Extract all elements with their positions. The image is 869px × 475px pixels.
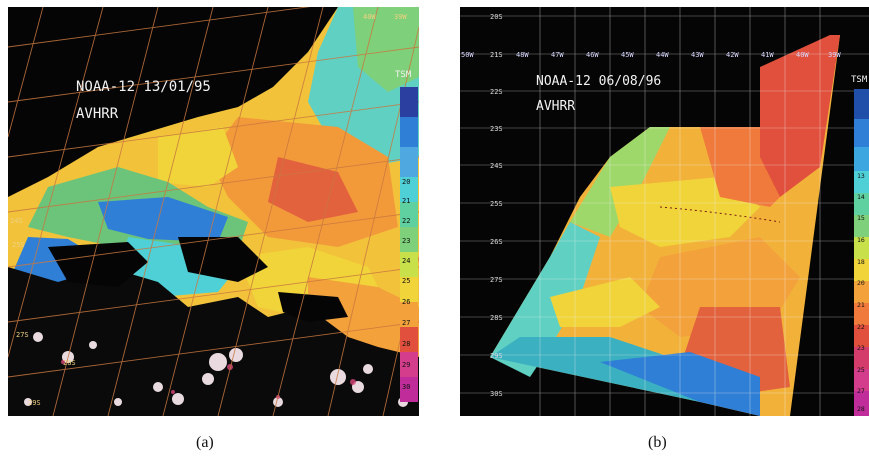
lat-label: 28S [63, 359, 76, 367]
lon-label: 42W [726, 51, 739, 59]
lon-label: 39W [394, 13, 407, 21]
legend-value: 26 [402, 298, 410, 306]
sensor-text: AVHRR [536, 99, 575, 114]
lat-label: 22S [490, 88, 503, 96]
color-legend-b [854, 89, 869, 416]
sea-surface-temperature-map-a: 24S 25S 27S 28S 29S 40W 39W NOAA-12 13/0… [8, 7, 419, 416]
legend-value: 30 [402, 383, 410, 391]
legend-value: 14 [857, 193, 865, 201]
legend-value: 23 [402, 237, 410, 245]
lat-label: 21S [490, 51, 503, 59]
lat-label: 29S [28, 399, 41, 407]
lat-label: 29S [490, 352, 503, 360]
legend-value: 25 [402, 277, 410, 285]
satellite-date-text: NOAA-12 06/08/96 [536, 74, 661, 89]
lat-label: 30S [490, 390, 503, 398]
legend-value: 24 [402, 257, 410, 265]
lon-label: 40W [796, 51, 809, 59]
lat-label: 20S [490, 13, 503, 21]
lon-label: 50W [461, 51, 474, 59]
legend-value: 23 [857, 344, 865, 352]
lat-label: 27S [490, 276, 503, 284]
legend-value: 20 [857, 279, 865, 287]
lat-label: 26S [490, 238, 503, 246]
lon-label: 43W [691, 51, 704, 59]
lon-label: 48W [516, 51, 529, 59]
satellite-image-panel-a: 24S 25S 27S 28S 29S 40W 39W NOAA-12 13/0… [8, 7, 419, 416]
color-legend-a [400, 87, 418, 402]
legend-value: 22 [402, 217, 410, 225]
legend-value: 20 [402, 178, 410, 186]
legend-value: 21 [402, 197, 410, 205]
legend-title: TSM [851, 75, 868, 85]
legend-value: 22 [857, 323, 865, 331]
caption-b: (b) [648, 434, 667, 451]
lon-label: 41W [761, 51, 774, 59]
lon-label: 45W [621, 51, 634, 59]
lon-label: 46W [586, 51, 599, 59]
legend-value: 28 [402, 340, 410, 348]
satellite-image-panel-b: 50W 48W 47W 46W 45W 44W 43W 42W 41W 40W … [460, 7, 869, 416]
lon-label: 39W [828, 51, 841, 59]
legend-value: 28 [857, 405, 865, 413]
lon-label: 40W [363, 13, 376, 21]
legend-value: 27 [857, 387, 865, 395]
legend-value: 27 [402, 319, 410, 327]
legend-value: 21 [857, 301, 865, 309]
sea-surface-temperature-map-b: 50W 48W 47W 46W 45W 44W 43W 42W 41W 40W … [460, 7, 869, 416]
caption-a: (a) [196, 434, 214, 451]
legend-value: 13 [857, 172, 865, 180]
legend-title: TSM [395, 70, 412, 80]
lat-label: 24S [490, 162, 503, 170]
lat-label: 28S [490, 314, 503, 322]
sensor-text: AVHRR [76, 106, 119, 122]
lat-label: 27S [16, 331, 29, 339]
satellite-date-text: NOAA-12 13/01/95 [76, 79, 211, 95]
lat-label: 25S [12, 241, 25, 249]
lat-label: 24S [10, 217, 23, 225]
lat-label: 25S [490, 200, 503, 208]
legend-value: 29 [402, 361, 410, 369]
lat-label: 23S [490, 125, 503, 133]
lon-label: 44W [656, 51, 669, 59]
legend-value: 15 [857, 214, 865, 222]
legend-value: 25 [857, 366, 865, 374]
lon-label: 47W [551, 51, 564, 59]
legend-value: 16 [857, 236, 865, 244]
legend-value: 18 [857, 258, 865, 266]
